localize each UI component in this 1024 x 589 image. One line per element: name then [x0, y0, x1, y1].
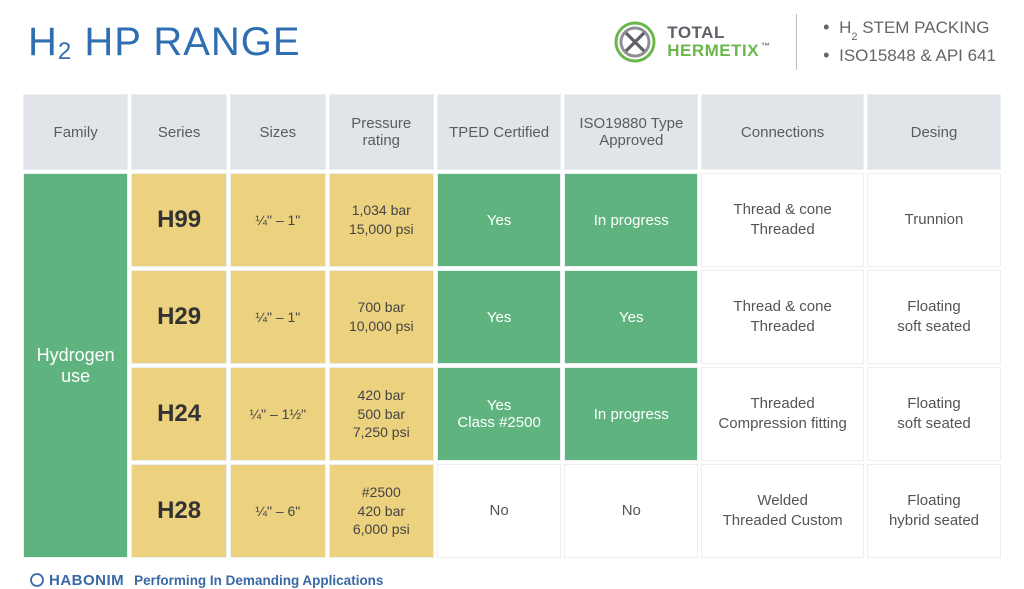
- col-pressure: Pressure rating: [329, 94, 434, 170]
- iso-cell: Yes: [564, 270, 698, 364]
- design-cell: Floatingsoft seated: [867, 270, 1001, 364]
- col-tped: TPED Certified: [437, 94, 561, 170]
- family-cell: Hydrogenuse: [23, 173, 128, 558]
- slide: H2 HP RANGE TOTAL HERMETIX™ H2 STEM PACK…: [0, 0, 1024, 573]
- table-row: H29¼" – 1"700 bar10,000 psiYesYesThread …: [23, 270, 1001, 364]
- connections-cell: Thread & coneThreaded: [701, 270, 864, 364]
- brand-name: HABONIM: [49, 572, 124, 589]
- logo-line2: HERMETIX: [667, 41, 759, 60]
- tped-cell: Yes: [437, 270, 561, 364]
- col-family: Family: [23, 94, 128, 170]
- table-row: H28¼" – 6"#2500420 bar6,000 psiNoNoWelde…: [23, 464, 1001, 558]
- iso-cell: No: [564, 464, 698, 558]
- iso-cell: In progress: [564, 367, 698, 461]
- sizes-cell: ¼" – 6": [230, 464, 326, 558]
- col-iso: ISO19880 Type Approved: [564, 94, 698, 170]
- bullet-item: ISO15848 & API 641: [823, 43, 996, 69]
- pressure-cell: #2500420 bar6,000 psi: [329, 464, 434, 558]
- habonim-logo: HABONIM: [28, 571, 124, 589]
- connections-cell: WeldedThreaded Custom: [701, 464, 864, 558]
- sizes-cell: ¼" – 1": [230, 173, 326, 267]
- design-cell: Floatingsoft seated: [867, 367, 1001, 461]
- table-row: HydrogenuseH99¼" – 1"1,034 bar15,000 psi…: [23, 173, 1001, 267]
- title-prefix: H: [28, 20, 58, 64]
- series-cell: H29: [131, 270, 227, 364]
- series-cell: H99: [131, 173, 227, 267]
- design-cell: Floatinghybrid seated: [867, 464, 1001, 558]
- series-cell: H28: [131, 464, 227, 558]
- bullet-item: H2 STEM PACKING: [823, 15, 996, 43]
- series-cell: H24: [131, 367, 227, 461]
- hermetix-text: TOTAL HERMETIX™: [667, 24, 770, 61]
- page-title: H2 HP RANGE: [28, 20, 301, 65]
- header-row: Family Series Sizes Pressure rating TPED…: [23, 94, 1001, 170]
- spec-table: Family Series Sizes Pressure rating TPED…: [20, 91, 1004, 561]
- tped-cell: YesClass #2500: [437, 367, 561, 461]
- pressure-cell: 700 bar10,000 psi: [329, 270, 434, 364]
- col-series: Series: [131, 94, 227, 170]
- connections-cell: Thread & coneThreaded: [701, 173, 864, 267]
- tagline: Performing In Demanding Applications: [134, 573, 383, 588]
- table-row: H24¼" – 1½"420 bar500 bar7,250 psiYesCla…: [23, 367, 1001, 461]
- header: H2 HP RANGE TOTAL HERMETIX™ H2 STEM PACK…: [0, 0, 1024, 81]
- hermetix-logo: TOTAL HERMETIX™: [587, 14, 797, 70]
- col-design: Desing: [867, 94, 1001, 170]
- title-rest: HP RANGE: [72, 20, 300, 64]
- pressure-cell: 420 bar500 bar7,250 psi: [329, 367, 434, 461]
- pressure-cell: 1,034 bar15,000 psi: [329, 173, 434, 267]
- logo-line1: TOTAL: [667, 24, 770, 42]
- col-sizes: Sizes: [230, 94, 326, 170]
- footer: HABONIM Performing In Demanding Applicat…: [0, 561, 1024, 589]
- table-body: HydrogenuseH99¼" – 1"1,034 bar15,000 psi…: [23, 173, 1001, 558]
- tm-mark: ™: [761, 41, 770, 51]
- col-conn: Connections: [701, 94, 864, 170]
- title-sub: 2: [58, 38, 72, 65]
- sizes-cell: ¼" – 1½": [230, 367, 326, 461]
- tped-cell: Yes: [437, 173, 561, 267]
- sizes-cell: ¼" – 1": [230, 270, 326, 364]
- iso-cell: In progress: [564, 173, 698, 267]
- connections-cell: ThreadedCompression fitting: [701, 367, 864, 461]
- design-cell: Trunnion: [867, 173, 1001, 267]
- hermetix-icon: [613, 20, 657, 64]
- header-bullets: H2 STEM PACKING ISO15848 & API 641: [797, 15, 996, 68]
- spec-table-wrap: Family Series Sizes Pressure rating TPED…: [0, 81, 1024, 561]
- tped-cell: No: [437, 464, 561, 558]
